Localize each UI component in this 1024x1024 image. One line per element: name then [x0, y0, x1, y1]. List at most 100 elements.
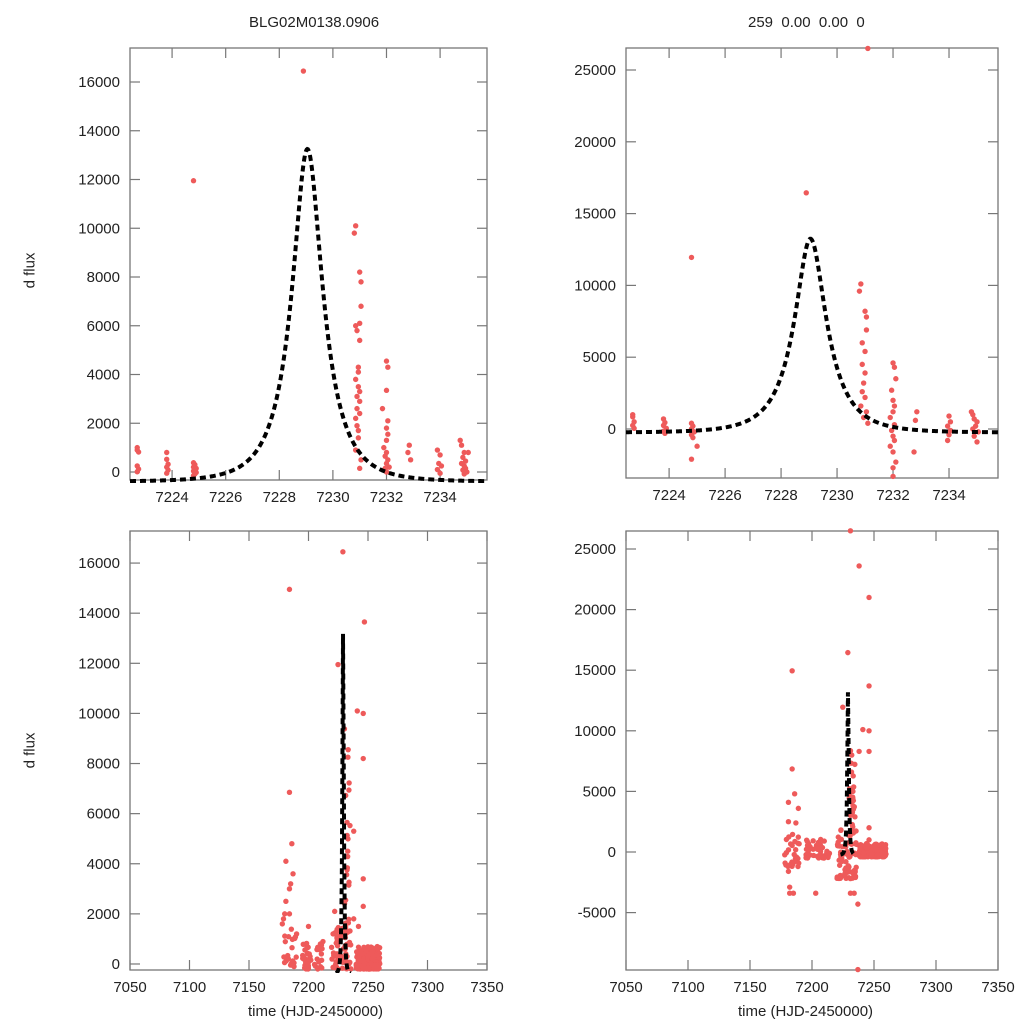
- data-point: [135, 449, 142, 455]
- data-point: [360, 710, 366, 717]
- data-point: [438, 463, 445, 469]
- x-tick-label: 7226: [209, 489, 242, 506]
- data-point: [289, 945, 295, 951]
- data-point: [279, 921, 286, 927]
- data-point: [836, 862, 843, 868]
- data-point: [862, 370, 868, 376]
- data-point: [888, 387, 895, 393]
- data-point: [816, 852, 823, 859]
- data-point: [311, 961, 318, 968]
- data-point: [346, 780, 352, 786]
- panel-top_right: 7224 7226 7228 7230 7232 7234 0 5000 10000 15000 2…: [574, 45, 999, 504]
- data-point: [462, 458, 469, 464]
- y-tick-label: 2000: [87, 415, 120, 432]
- data-point: [332, 964, 338, 971]
- data-point: [862, 348, 868, 355]
- data-point: [852, 874, 859, 881]
- data-point: [286, 789, 293, 796]
- x-tick-label: 7150: [733, 979, 766, 996]
- data-point: [287, 881, 294, 887]
- y-tick-label: 10000: [574, 723, 616, 740]
- data-point: [285, 934, 292, 940]
- data-point: [944, 423, 951, 429]
- plot-area: [782, 528, 889, 973]
- y-tick-label: 8000: [87, 269, 120, 286]
- plot-frame: [625, 530, 999, 971]
- x-tick-label: 7200: [795, 979, 828, 996]
- data-point: [385, 364, 391, 370]
- data-point: [860, 850, 867, 856]
- plot-area: [279, 549, 383, 973]
- data-point: [868, 852, 875, 858]
- data-point: [786, 890, 793, 896]
- data-point: [301, 955, 307, 961]
- y-tick-label: 5000: [583, 349, 616, 366]
- data-point: [865, 45, 871, 52]
- x-tick-label: 7234: [423, 489, 456, 506]
- data-point: [849, 794, 856, 800]
- model-curve: [840, 692, 857, 857]
- data-point: [866, 728, 872, 734]
- plot-frame: [129, 530, 488, 971]
- data-point: [366, 951, 372, 957]
- data-point: [344, 853, 351, 860]
- data-point: [893, 459, 899, 465]
- y-tick-label: 16000: [78, 74, 120, 91]
- data-point: [314, 956, 320, 962]
- data-point: [860, 726, 866, 733]
- data-point: [405, 449, 411, 456]
- data-point: [871, 842, 877, 849]
- x-tick-label: 7300: [411, 979, 444, 996]
- data-point: [838, 827, 844, 833]
- data-point: [283, 898, 289, 905]
- y-tick-label: -5000: [578, 905, 616, 922]
- x-tick-label: 7232: [876, 487, 909, 504]
- y-tick-label: 14000: [78, 123, 120, 140]
- data-point: [888, 427, 895, 434]
- data-point: [690, 434, 696, 441]
- data-point: [348, 966, 354, 972]
- data-point: [856, 288, 863, 294]
- data-point: [164, 449, 170, 456]
- y-tick-label: 0: [112, 464, 120, 481]
- data-point: [795, 805, 802, 812]
- y-tick-label: 15000: [574, 662, 616, 679]
- data-point: [383, 437, 390, 444]
- data-point: [853, 840, 859, 846]
- panel-bottom_left: 7050 7100 7150 7200 7250 7300 7350 0 2000 4000 600…: [78, 530, 504, 996]
- data-point: [318, 957, 325, 963]
- data-point: [805, 841, 812, 847]
- data-point: [164, 470, 170, 476]
- data-point: [851, 890, 857, 896]
- data-point: [786, 884, 793, 890]
- data-point: [795, 863, 801, 870]
- data-point: [354, 393, 360, 400]
- model-curve: [334, 633, 352, 973]
- y-tick-label: 10000: [78, 220, 120, 237]
- data-point: [375, 964, 381, 970]
- data-point: [845, 865, 852, 871]
- data-point: [790, 890, 797, 896]
- data-point: [890, 473, 896, 480]
- y-tick-label: 16000: [78, 555, 120, 572]
- x-tick-label: 7050: [113, 979, 146, 996]
- data-point: [355, 944, 362, 950]
- data-point: [947, 419, 954, 425]
- data-point: [866, 825, 872, 831]
- data-point: [914, 409, 920, 415]
- data-point: [286, 886, 293, 892]
- data-point: [804, 855, 811, 861]
- x-tick-label: 7250: [857, 979, 890, 996]
- data-point: [282, 938, 289, 945]
- data-point: [786, 834, 792, 840]
- data-point: [465, 449, 471, 456]
- data-point: [331, 908, 338, 915]
- data-point: [366, 944, 372, 951]
- data-point: [792, 838, 798, 845]
- data-point: [826, 850, 833, 857]
- data-point: [631, 425, 637, 431]
- data-point: [863, 314, 870, 320]
- data-point: [317, 963, 324, 970]
- data-point: [346, 882, 352, 888]
